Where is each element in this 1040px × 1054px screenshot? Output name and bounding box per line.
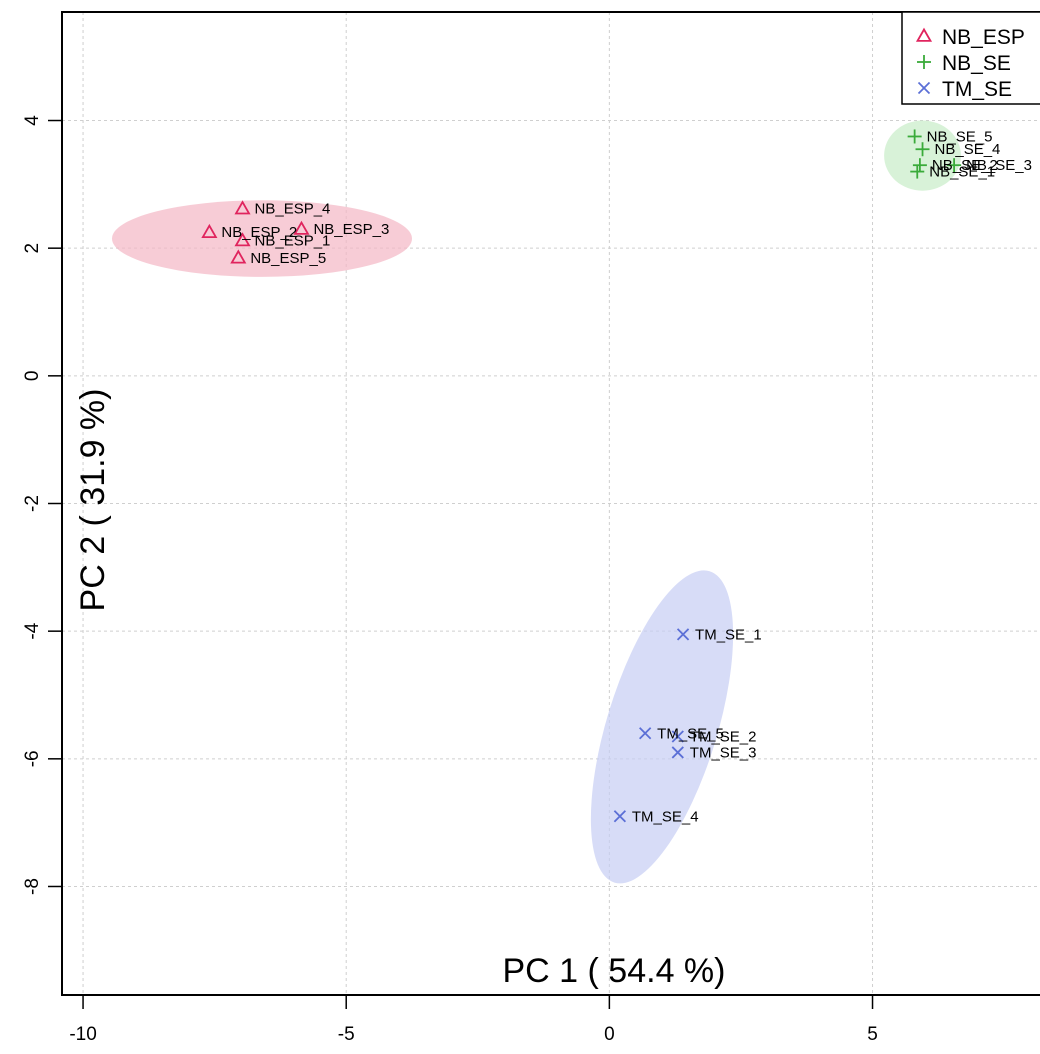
cross-marker-b — [676, 628, 690, 641]
y-tick-label: 0 — [22, 371, 43, 382]
triangle-marker — [230, 249, 247, 264]
ellipse-nb-esp — [112, 200, 412, 277]
point-label: NB_SE_4 — [935, 141, 1001, 158]
point-label: TM_SE_3 — [690, 744, 757, 761]
y-tick-label: -4 — [22, 622, 43, 639]
data-points — [201, 129, 962, 823]
cross-marker-b — [917, 81, 931, 95]
point-label: NB_ESP_4 — [255, 201, 331, 218]
cross-marker — [917, 81, 931, 95]
point-label: NB_ESP_1 — [255, 233, 331, 250]
plus-marker — [912, 158, 927, 173]
cross-marker — [613, 810, 627, 823]
triangle-marker — [201, 223, 218, 238]
triangle-marker — [234, 200, 251, 215]
point-label: NB_SE_2 — [932, 157, 998, 174]
cross-marker — [639, 727, 652, 740]
x-axis: -10 -5 0 5 — [69, 995, 878, 1045]
cross-marker — [671, 730, 684, 743]
point-label: NB_SE_1 — [929, 164, 995, 181]
ellipse-tm-se — [590, 570, 734, 884]
y-tick-label: -6 — [22, 750, 43, 767]
y-tick-label: -8 — [22, 878, 43, 895]
plus-marker — [947, 158, 962, 173]
y-axis: -8 -6 -4 -2 0 2 4 — [22, 115, 62, 895]
y-tick-label: 4 — [22, 115, 43, 126]
point-label: TM_SE_1 — [695, 626, 762, 643]
x-tick-label: 0 — [604, 1024, 615, 1045]
cross-marker-b — [613, 810, 627, 823]
point-label: NB_ESP_5 — [250, 250, 326, 267]
cross-marker-b — [671, 730, 684, 743]
x-tick-label: -5 — [338, 1024, 355, 1045]
cross-marker — [676, 628, 690, 641]
legend-entry-label: NB_SE — [942, 52, 1011, 75]
y-axis-title: PC 2 ( 31.9 %) — [74, 389, 112, 612]
cross-marker — [671, 746, 684, 759]
x-tick-label: -10 — [69, 1024, 96, 1045]
point-label: NB_ESP_2 — [221, 224, 297, 241]
grid-lines — [62, 12, 1040, 995]
x-tick-label: 5 — [867, 1024, 878, 1045]
point-label: NB_SE_3 — [966, 157, 1032, 174]
y-tick-label: -2 — [22, 495, 43, 512]
triangle-marker — [293, 220, 310, 235]
point-label: TM_SE_2 — [690, 728, 757, 745]
legend: NB_ESP NB_SE TM_SE — [901, 11, 1040, 105]
point-label: NB_ESP_3 — [313, 221, 389, 238]
point-label: NB_SE_5 — [927, 128, 993, 145]
legend-entry-label: TM_SE — [942, 78, 1012, 101]
y-tick-label: 2 — [22, 243, 43, 254]
x-axis-title: PC 1 ( 54.4 %) — [503, 952, 726, 990]
plus-marker — [915, 142, 930, 157]
triangle-marker — [234, 232, 251, 247]
point-label: TM_SE_4 — [632, 808, 699, 825]
plus-marker — [917, 55, 931, 69]
cross-marker-b — [639, 727, 652, 740]
plus-marker — [910, 164, 925, 179]
cross-marker-b — [671, 746, 684, 759]
triangle-marker — [915, 27, 933, 42]
point-labels: NB_ESP_4 NB_ESP_2NB_ESP_1NB_ESP_3 NB_ESP_5… — [221, 128, 1032, 825]
legend-entry-label: NB_ESP — [942, 26, 1025, 49]
plus-marker — [907, 129, 922, 144]
point-label: TM_SE_5 — [657, 725, 724, 742]
